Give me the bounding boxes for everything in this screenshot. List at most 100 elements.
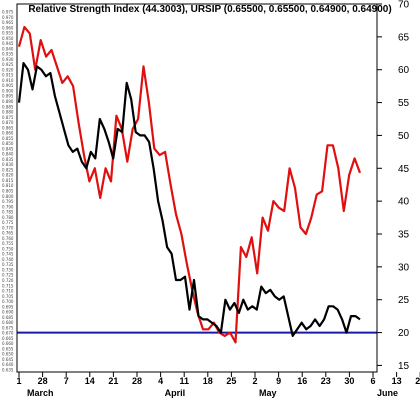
x-axis: 1287142128411182529162330613202741118Mar… xyxy=(16,372,420,398)
left-scale-label: 0.975 xyxy=(2,10,14,15)
left-scale-label: 0.685 xyxy=(2,315,14,320)
left-scale-label: 0.830 xyxy=(2,162,14,167)
x-tick-label: 18 xyxy=(203,376,213,386)
y-tick-label: 30 xyxy=(398,262,410,273)
left-scale-label: 0.660 xyxy=(2,341,14,346)
left-scale-label: 0.770 xyxy=(2,225,14,230)
y-tick-label: 40 xyxy=(398,197,410,208)
left-scale-label: 0.875 xyxy=(2,115,14,120)
left-scale-label: 0.900 xyxy=(2,88,14,93)
left-scale-label: 0.750 xyxy=(2,246,14,251)
left-scale-label: 0.865 xyxy=(2,125,14,130)
left-scale-label: 0.850 xyxy=(2,141,14,146)
left-scale-label: 0.925 xyxy=(2,62,14,67)
left-scale-label: 0.920 xyxy=(2,67,14,72)
left-scale-label: 0.845 xyxy=(2,146,14,151)
left-scale-label: 0.640 xyxy=(2,362,14,367)
y-tick-label: 65 xyxy=(398,32,410,43)
left-scale-label: 0.910 xyxy=(2,78,14,83)
left-scale-label: 0.815 xyxy=(2,178,14,183)
chart-title: Relative Strength Index (44.3003), URSIP… xyxy=(28,4,391,15)
y-tick-label: 55 xyxy=(398,98,410,109)
month-label: May xyxy=(259,388,277,398)
left-scale-label: 0.735 xyxy=(2,262,14,267)
left-scale-label: 0.895 xyxy=(2,94,14,99)
left-scale-label: 0.795 xyxy=(2,199,14,204)
left-scale-label: 0.745 xyxy=(2,252,14,257)
left-scale-label: 0.700 xyxy=(2,299,14,304)
left-scale: 0.9750.9700.9650.9600.9550.9500.9450.940… xyxy=(2,10,14,373)
y-tick-label: 60 xyxy=(398,65,410,76)
left-scale-label: 0.765 xyxy=(2,231,14,236)
y-tick-label: 70 xyxy=(398,0,410,11)
x-tick-label: 14 xyxy=(85,376,95,386)
left-scale-label: 0.945 xyxy=(2,41,14,46)
left-scale-label: 0.880 xyxy=(2,110,14,115)
left-scale-label: 0.680 xyxy=(2,320,14,325)
left-scale-label: 0.730 xyxy=(2,267,14,272)
left-scale-label: 0.840 xyxy=(2,152,14,157)
left-scale-label: 0.820 xyxy=(2,173,14,178)
left-scale-label: 0.695 xyxy=(2,304,14,309)
x-tick-label: 9 xyxy=(276,376,281,386)
left-scale-label: 0.965 xyxy=(2,20,14,25)
month-label: April xyxy=(165,388,186,398)
rsi-line-red xyxy=(17,25,362,344)
y-tick-label: 50 xyxy=(398,131,410,142)
x-tick-label: 21 xyxy=(108,376,118,386)
left-scale-label: 0.670 xyxy=(2,331,14,336)
left-scale-label: 0.860 xyxy=(2,131,14,136)
y-tick-label: 35 xyxy=(398,230,410,241)
x-tick-label: 7 xyxy=(64,376,69,386)
left-scale-label: 0.755 xyxy=(2,241,14,246)
left-scale-label: 0.725 xyxy=(2,273,14,278)
x-tick-label: 4 xyxy=(158,376,163,386)
x-tick-label: 20 xyxy=(415,376,420,386)
left-scale-label: 0.855 xyxy=(2,136,14,141)
left-scale-label: 0.690 xyxy=(2,310,14,315)
left-scale-label: 0.650 xyxy=(2,352,14,357)
x-tick-label: 30 xyxy=(344,376,354,386)
left-scale-label: 0.655 xyxy=(2,346,14,351)
left-scale-label: 0.775 xyxy=(2,220,14,225)
left-scale-label: 0.960 xyxy=(2,25,14,30)
left-scale-label: 0.930 xyxy=(2,57,14,62)
left-scale-label: 0.760 xyxy=(2,236,14,241)
left-scale-label: 0.785 xyxy=(2,210,14,215)
left-scale-label: 0.710 xyxy=(2,289,14,294)
left-scale-label: 0.810 xyxy=(2,183,14,188)
left-scale-label: 0.675 xyxy=(2,325,14,330)
left-scale-label: 0.940 xyxy=(2,46,14,51)
y-tick-label: 15 xyxy=(398,361,410,372)
rsi-line-black xyxy=(17,61,361,337)
left-scale-label: 0.890 xyxy=(2,99,14,104)
left-scale-label: 0.800 xyxy=(2,194,14,199)
left-scale-label: 0.780 xyxy=(2,215,14,220)
x-tick-label: 2 xyxy=(252,376,257,386)
left-scale-label: 0.835 xyxy=(2,157,14,162)
left-scale-label: 0.805 xyxy=(2,189,14,194)
x-tick-label: 11 xyxy=(179,376,189,386)
left-scale-label: 0.705 xyxy=(2,294,14,299)
left-scale-label: 0.635 xyxy=(2,368,14,373)
plot-frame xyxy=(16,3,378,373)
left-scale-label: 0.665 xyxy=(2,336,14,341)
x-tick-label: 25 xyxy=(226,376,236,386)
y-axis: 15 20 25 30 35 40 45 50 55 60 65 70 xyxy=(377,0,410,372)
left-scale-label: 0.935 xyxy=(2,52,14,57)
left-scale-label: 0.905 xyxy=(2,83,14,88)
x-tick-label: 28 xyxy=(38,376,48,386)
left-scale-label: 0.970 xyxy=(2,15,14,20)
left-scale-label: 0.955 xyxy=(2,31,14,36)
y-tick-label: 20 xyxy=(398,328,410,339)
left-scale-label: 0.915 xyxy=(2,73,14,78)
left-scale-label: 0.645 xyxy=(2,357,14,362)
left-scale-label: 0.950 xyxy=(2,36,14,41)
left-scale-label: 0.720 xyxy=(2,278,14,283)
left-scale-label: 0.715 xyxy=(2,283,14,288)
month-label: March xyxy=(27,388,54,398)
y-tick-label: 45 xyxy=(398,164,410,175)
plot-lines xyxy=(17,25,377,344)
